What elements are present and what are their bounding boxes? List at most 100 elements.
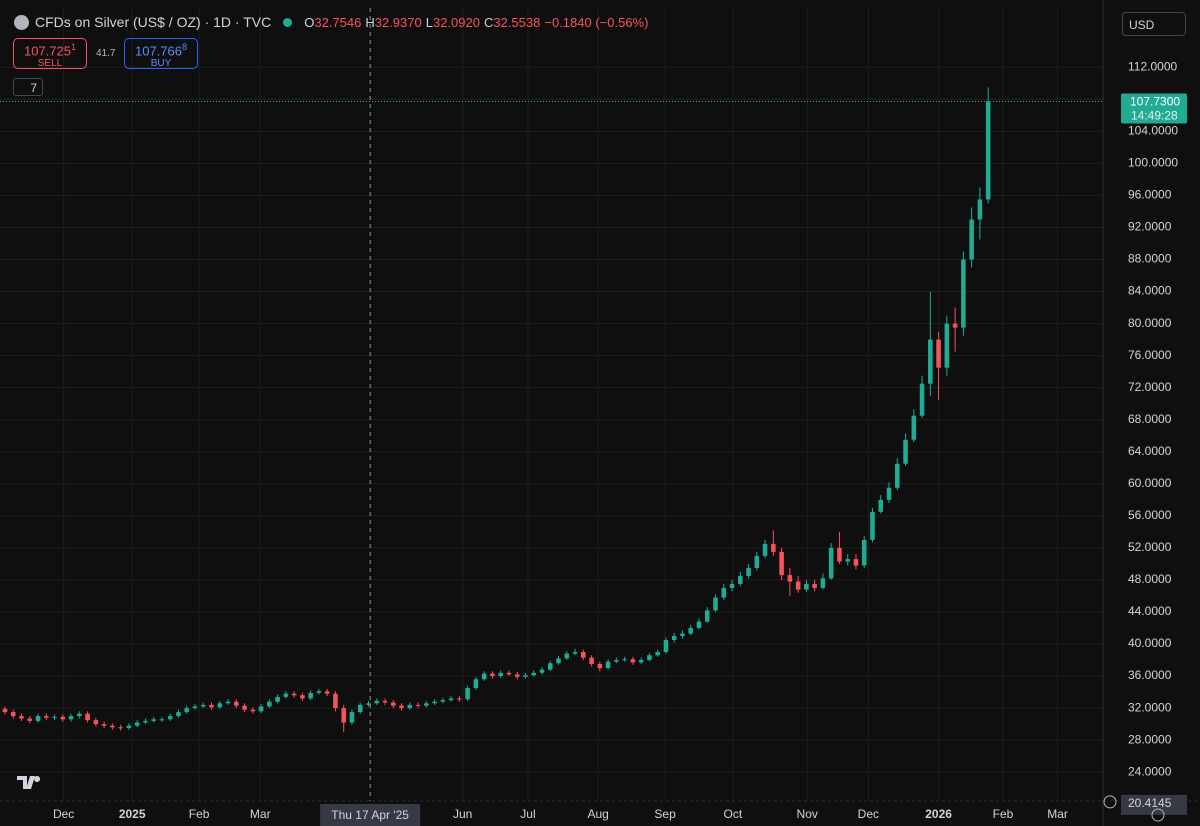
- indicators-toggle[interactable]: 7: [13, 78, 43, 96]
- x-tick-label: Oct: [724, 807, 743, 821]
- candle-body: [382, 700, 388, 703]
- y-tick-label: 104.0000: [1128, 124, 1178, 138]
- candle-body: [267, 701, 272, 707]
- candle-body: [572, 652, 578, 654]
- candle-body: [440, 700, 446, 702]
- candle-body: [696, 621, 702, 628]
- y-tick-label: 48.0000: [1128, 572, 1172, 586]
- candle-body: [870, 511, 875, 540]
- candle-body: [688, 627, 693, 634]
- candle-body: [234, 701, 239, 706]
- candle-body: [671, 635, 677, 640]
- candle-body: [655, 652, 660, 656]
- candle-body: [680, 633, 685, 636]
- candle-body: [911, 415, 917, 440]
- market-status: [283, 17, 293, 27]
- x-tick-label: Dec: [53, 807, 74, 821]
- grid: [0, 8, 1103, 801]
- l-value: 32.0920: [432, 14, 480, 30]
- candle-body: [638, 660, 644, 663]
- candle-body: [366, 703, 371, 705]
- countdown-label: 14:49:28: [1131, 109, 1178, 123]
- candle-body: [217, 703, 223, 708]
- candle-body: [27, 718, 33, 721]
- symbol-icon: [14, 14, 29, 30]
- candle-body: [490, 673, 495, 677]
- candle-body: [531, 672, 537, 676]
- x-tick-label: 2025: [119, 807, 146, 821]
- x-tick-label: Aug: [588, 807, 609, 821]
- h-label: H: [365, 14, 375, 30]
- candle-body: [969, 219, 974, 260]
- buy-label: BUY: [150, 58, 172, 70]
- candle-body: [804, 583, 809, 590]
- candle-body: [151, 719, 156, 721]
- candle-body: [919, 383, 925, 416]
- x-tick-label: 2026: [925, 807, 952, 821]
- candle-body: [308, 692, 313, 699]
- candle-body: [928, 339, 933, 384]
- y-tick-label: 84.0000: [1128, 284, 1172, 298]
- x-tick-label: Feb: [993, 807, 1014, 821]
- candle-body: [547, 663, 553, 670]
- candle-body: [415, 704, 421, 706]
- candle-body: [225, 701, 231, 704]
- candle-body: [283, 693, 289, 697]
- candle-body: [514, 674, 520, 677]
- candle-body: [886, 487, 892, 500]
- buy-button[interactable]: 107.7668 BUY: [124, 38, 198, 69]
- candle-body: [19, 716, 24, 719]
- candle-body: [762, 543, 768, 556]
- c-value: 32.5538: [493, 14, 541, 30]
- y-tick-label: 24.0000: [1128, 764, 1172, 778]
- candle-body: [878, 499, 884, 512]
- y-tick-label: 80.0000: [1128, 316, 1172, 330]
- candle-body: [985, 101, 991, 200]
- candle-body: [60, 716, 66, 720]
- candle-body: [473, 679, 479, 689]
- candle-body: [498, 672, 503, 677]
- candle-body: [184, 708, 189, 713]
- y-tick-label: 52.0000: [1128, 540, 1172, 554]
- sell-button[interactable]: 107.7251 SELL: [13, 38, 87, 69]
- candle-body: [729, 583, 735, 588]
- o-label: O: [304, 14, 315, 30]
- y-tick-label: 68.0000: [1128, 412, 1172, 426]
- candle-body: [407, 704, 413, 709]
- l-label: L: [425, 14, 433, 30]
- candle-body: [250, 709, 256, 712]
- y-tick-label: 88.0000: [1128, 252, 1172, 266]
- y-tick-label: 64.0000: [1128, 444, 1172, 458]
- candle-body: [539, 669, 545, 673]
- x-tick-label: Dec: [858, 807, 879, 821]
- candle-body: [952, 323, 958, 328]
- sell-label: SELL: [37, 58, 63, 70]
- candle-body: [300, 695, 305, 699]
- y-tick-label: 76.0000: [1128, 348, 1172, 362]
- candle-body: [614, 660, 619, 662]
- candle-body: [663, 639, 669, 653]
- currency-select[interactable]: USD: [1122, 12, 1186, 36]
- candle-body: [68, 716, 74, 720]
- crosshair-label-box: [320, 804, 421, 826]
- candle-body: [795, 581, 801, 590]
- candle-body: [597, 664, 603, 669]
- candle-body: [110, 725, 115, 728]
- x-tick-label: Sep: [654, 807, 676, 821]
- candle-body: [713, 597, 718, 611]
- candle-body: [754, 555, 760, 568]
- candle-body: [209, 704, 214, 708]
- candle-body: [564, 653, 570, 659]
- c-label: C: [483, 14, 494, 30]
- candle-body: [176, 712, 181, 717]
- candle-body: [291, 693, 297, 696]
- candle-body: [812, 583, 817, 588]
- buy-price-sup: 8: [181, 42, 187, 52]
- cursor-price-box: [1121, 794, 1187, 815]
- y-tick-label: 32.0000: [1128, 700, 1172, 714]
- sell-price-sup: 1: [70, 42, 76, 52]
- y-tick-label: 100.0000: [1128, 156, 1178, 170]
- candle-body: [771, 543, 776, 552]
- h-value: 32.9370: [374, 14, 422, 30]
